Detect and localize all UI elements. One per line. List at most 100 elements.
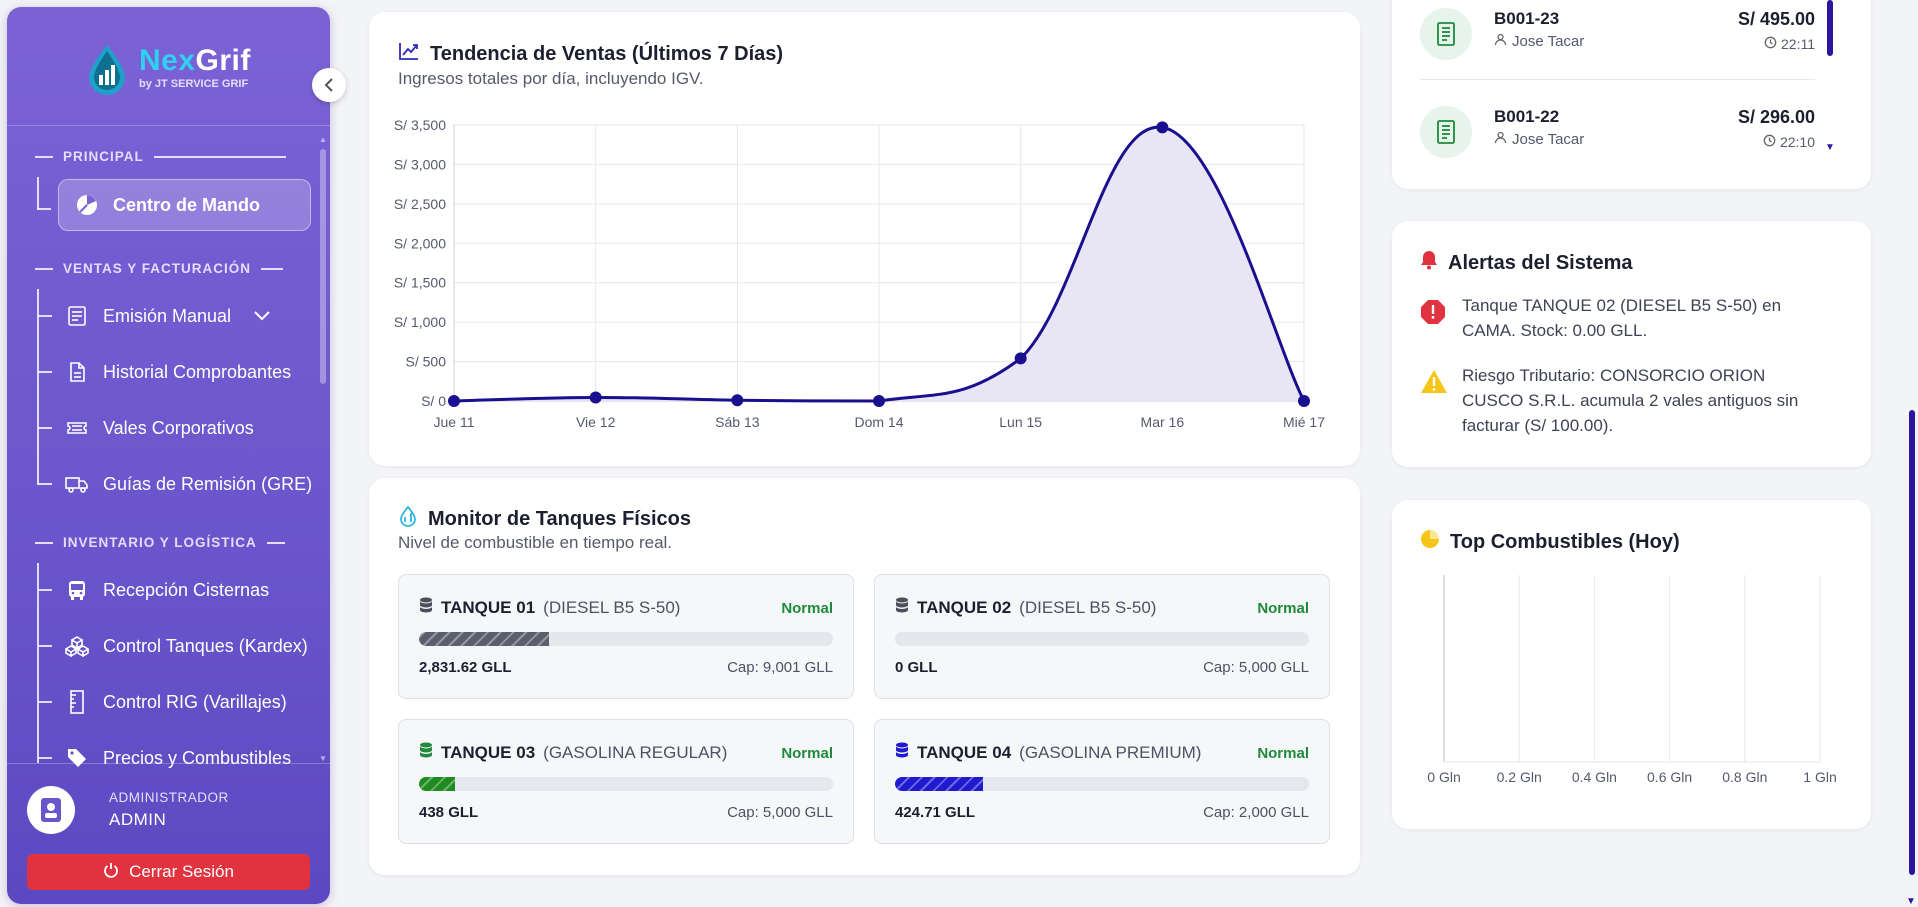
tank-level-fill (419, 632, 550, 646)
receipt-id: B001-22 (1494, 107, 1560, 126)
y-tick-label: S/ 1,000 (394, 314, 446, 330)
tree-line (37, 563, 39, 763)
nav-label: Emisión Manual (103, 305, 232, 326)
series-line (453, 125, 1306, 403)
receipt-icon (65, 304, 89, 328)
tank-level-fill (419, 777, 456, 791)
nav-centro-de-mando[interactable]: Centro de Mando (58, 179, 311, 231)
x-tick-label: Mié 17 (1283, 414, 1325, 430)
tank-name: TANQUE 04 (917, 742, 1012, 762)
section-ventas: VENTAS Y FACTURACIÓN (35, 261, 284, 276)
truck-icon (65, 472, 89, 496)
nav-label: Centro de Mando (113, 194, 260, 215)
brand-name-part1: Nex (139, 44, 196, 77)
top-fuels-title: Top Combustibles (Hoy) (1420, 529, 1680, 555)
tank-type: (DIESEL B5 S-50) (1019, 597, 1157, 617)
tank-capacity: Cap: 9,001 GLL (727, 659, 833, 676)
data-point (873, 395, 885, 407)
nav-control-tanques[interactable]: Control Tanques (Kardex) (38, 624, 308, 668)
nav-vales-corporativos[interactable]: Vales Corporativos (38, 406, 254, 450)
card-title-text: Tendencia de Ventas (Últimos 7 Días) (430, 42, 784, 65)
tank-status: Normal (781, 600, 833, 617)
nav-control-rig[interactable]: Control RIG (Varillajes) (38, 680, 287, 724)
receipts-scroll-down-icon[interactable]: ▼ (1825, 142, 1835, 153)
page-scrollbar[interactable]: ▼ (1904, 0, 1918, 907)
tank-card[interactable]: TANQUE 02 (DIESEL B5 S-50) Normal 0 GLL C… (874, 574, 1330, 699)
x-tick-label: Vie 12 (576, 414, 616, 430)
pie-chart-icon (75, 193, 99, 217)
receipt-icon (1420, 8, 1472, 60)
sidebar-scrollbar[interactable]: ▲ ▼ (319, 135, 327, 763)
tank-card[interactable]: TANQUE 01 (DIESEL B5 S-50) Normal 2,831.6… (398, 574, 854, 699)
tank-status: Normal (1257, 745, 1309, 762)
section-principal: PRINCIPAL (35, 149, 286, 164)
user-panel: ADMINISTRADOR ADMIN Cerrar Sesión (7, 763, 330, 904)
brand-subtitle: by JT SERVICE GRIF (139, 78, 249, 90)
user-badge-icon[interactable] (27, 786, 75, 834)
tank-volume: 2,831.62 GLL (419, 659, 512, 676)
tank-monitor-subtitle: Nivel de combustible en tiempo real. (398, 533, 673, 552)
logo-drop-icon (85, 43, 129, 95)
tank-name: TANQUE 01 (441, 597, 536, 617)
document-icon (65, 360, 89, 384)
brand-logo[interactable]: NexGrif by JT SERVICE GRIF (85, 43, 251, 95)
receipt-divider (1420, 79, 1815, 80)
alert-item[interactable]: Tanque TANQUE 02 (DIESEL B5 S-50) en CAM… (1420, 293, 1820, 343)
section-label: INVENTARIO Y LOGÍSTICA (63, 535, 257, 550)
y-tick-label: S/ 0 (421, 393, 446, 409)
nav-guias-remision[interactable]: Guías de Remisión (GRE) (38, 462, 313, 506)
alert-text: Tanque TANQUE 02 (DIESEL B5 S-50) en CAM… (1462, 296, 1782, 340)
receipt-row[interactable]: B001-22 Jose Tacar S/ 296.00 22:10 (1420, 97, 1815, 167)
y-tick-label: S/ 3,000 (394, 156, 446, 172)
nav-emision-manual[interactable]: Emisión Manual (38, 294, 271, 338)
nav-label: Guías de Remisión (GRE) (103, 473, 313, 494)
x-tick-label: 0 Gln (1427, 769, 1460, 785)
data-point (448, 395, 460, 407)
brand-name-part2: Grif (195, 44, 251, 77)
warning-triangle-icon (1420, 363, 1447, 438)
tank-volume: 438 GLL (419, 804, 479, 821)
tank-card[interactable]: TANQUE 03 (GASOLINA REGULAR) Normal 438 G… (398, 719, 854, 844)
tree-line (37, 289, 39, 485)
receipts-scroll-thumb[interactable] (1827, 0, 1833, 56)
power-icon (103, 862, 119, 883)
alert-item[interactable]: Riesgo Tributario: CONSORCIO ORION CUSCO… (1420, 363, 1820, 438)
x-tick-label: 0.4 Gln (1572, 769, 1617, 785)
series-area (454, 127, 1304, 401)
receipt-user: Jose Tacar (1512, 33, 1585, 50)
tank-capacity: Cap: 5,000 GLL (1203, 659, 1309, 676)
nav-precios-combustibles[interactable]: Precios y Combustibles (38, 736, 291, 780)
y-tick-label: S/ 500 (406, 354, 447, 370)
tank-level-bar (419, 777, 833, 791)
tank-card[interactable]: TANQUE 04 (GASOLINA PREMIUM) Normal 424.7… (874, 719, 1330, 844)
tank-volume: 0 GLL (895, 659, 938, 676)
receipt-id: B001-23 (1494, 9, 1560, 28)
tank-type: (GASOLINA REGULAR) (543, 742, 728, 762)
database-icon (895, 742, 909, 763)
tank-capacity: Cap: 5,000 GLL (727, 804, 833, 821)
ruler-icon (65, 690, 89, 714)
tank-type: (GASOLINA PREMIUM) (1019, 742, 1202, 762)
data-point (1156, 121, 1169, 134)
chevron-down-icon[interactable] (253, 306, 271, 327)
sales-trend-card: Tendencia de Ventas (Últimos 7 Días) Ing… (369, 12, 1360, 466)
system-alerts-card: Alertas del Sistema (1392, 221, 1871, 467)
nav-label: Control RIG (Varillajes) (103, 691, 287, 712)
logout-button[interactable]: Cerrar Sesión (27, 854, 310, 890)
tank-level-bar (895, 777, 1309, 791)
tank-monitor-title: Monitor de Tanques Físicos (398, 505, 691, 533)
fuel-drop-icon (398, 505, 418, 533)
receipt-row[interactable]: B001-23 Jose Tacar S/ 495.00 22:11 (1420, 0, 1815, 69)
nav-recepcion-cisternas[interactable]: Recepción Cisternas (38, 568, 269, 612)
receipt-time: 22:10 (1779, 134, 1815, 150)
tank-name: TANQUE 03 (441, 742, 536, 762)
x-tick-label: Dom 14 (854, 414, 903, 430)
card-title-text: Alertas del Sistema (1448, 251, 1633, 274)
user-icon (1494, 131, 1507, 148)
collapse-sidebar-button[interactable] (312, 68, 346, 102)
nav-historial-comprobantes[interactable]: Historial Comprobantes (38, 350, 291, 394)
receipt-amount: S/ 495.00 (1737, 9, 1815, 29)
system-alerts-title: Alertas del Sistema (1420, 250, 1633, 276)
section-label: PRINCIPAL (63, 149, 144, 164)
y-tick-label: S/ 1,500 (394, 275, 446, 291)
